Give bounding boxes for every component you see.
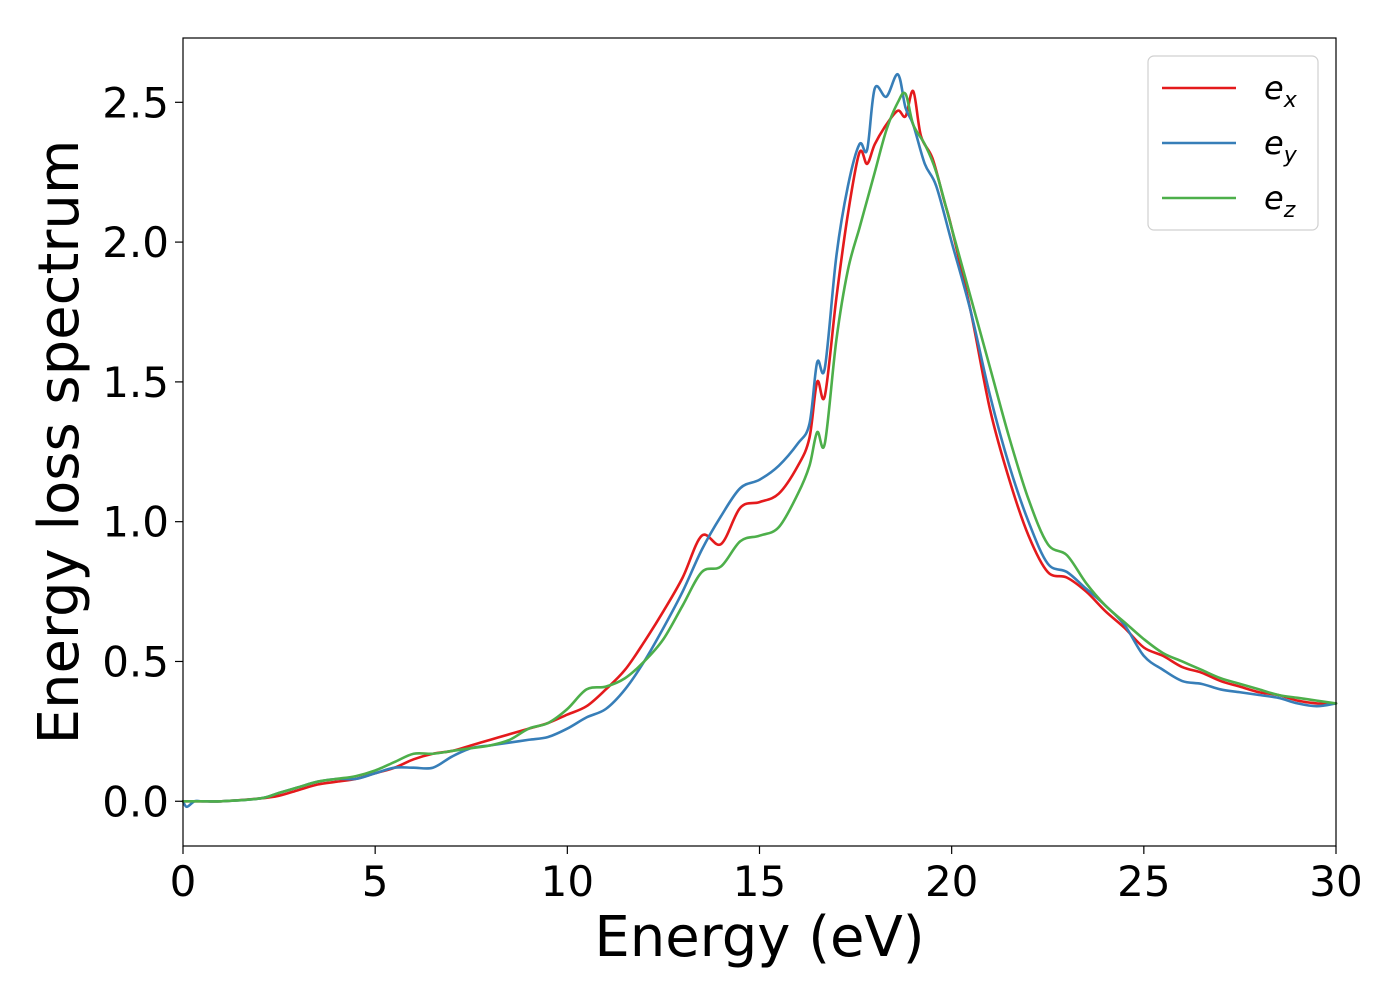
series-layer [181,73,1338,809]
x-tick-label: 15 [733,857,786,906]
x-tick-label: 20 [925,857,978,906]
x-tick-label: 25 [1117,857,1170,906]
x-axis-ticks: 0 5 10 15 20 25 30 [170,846,1363,906]
legend-entry-e-x: ex [1264,69,1298,113]
y-tick-label: 2.5 [102,78,169,127]
series-line-e-z [181,91,1338,803]
y-tick-label: 2.0 [102,218,169,267]
y-axis-label: Energy loss spectrum [27,140,92,745]
x-axis-label: Energy (eV) [594,905,924,970]
y-axis-ticks: 0.0 0.5 1.0 1.5 2.0 2.5 [102,78,183,826]
x-tick-label: 30 [1309,857,1362,906]
x-tick-label: 5 [362,857,389,906]
legend-entry-e-y: ey [1264,124,1298,168]
y-tick-label: 1.5 [102,358,169,407]
series-line-e-x [181,89,1338,803]
legend: ex ey ez [1147,55,1319,231]
y-tick-label: 1.0 [102,498,169,547]
legend-entry-e-z: ez [1264,179,1296,223]
y-tick-label: 0.5 [102,637,169,686]
y-tick-label: 0.0 [102,777,169,826]
x-tick-label: 0 [170,857,197,906]
x-tick-label: 10 [541,857,594,906]
